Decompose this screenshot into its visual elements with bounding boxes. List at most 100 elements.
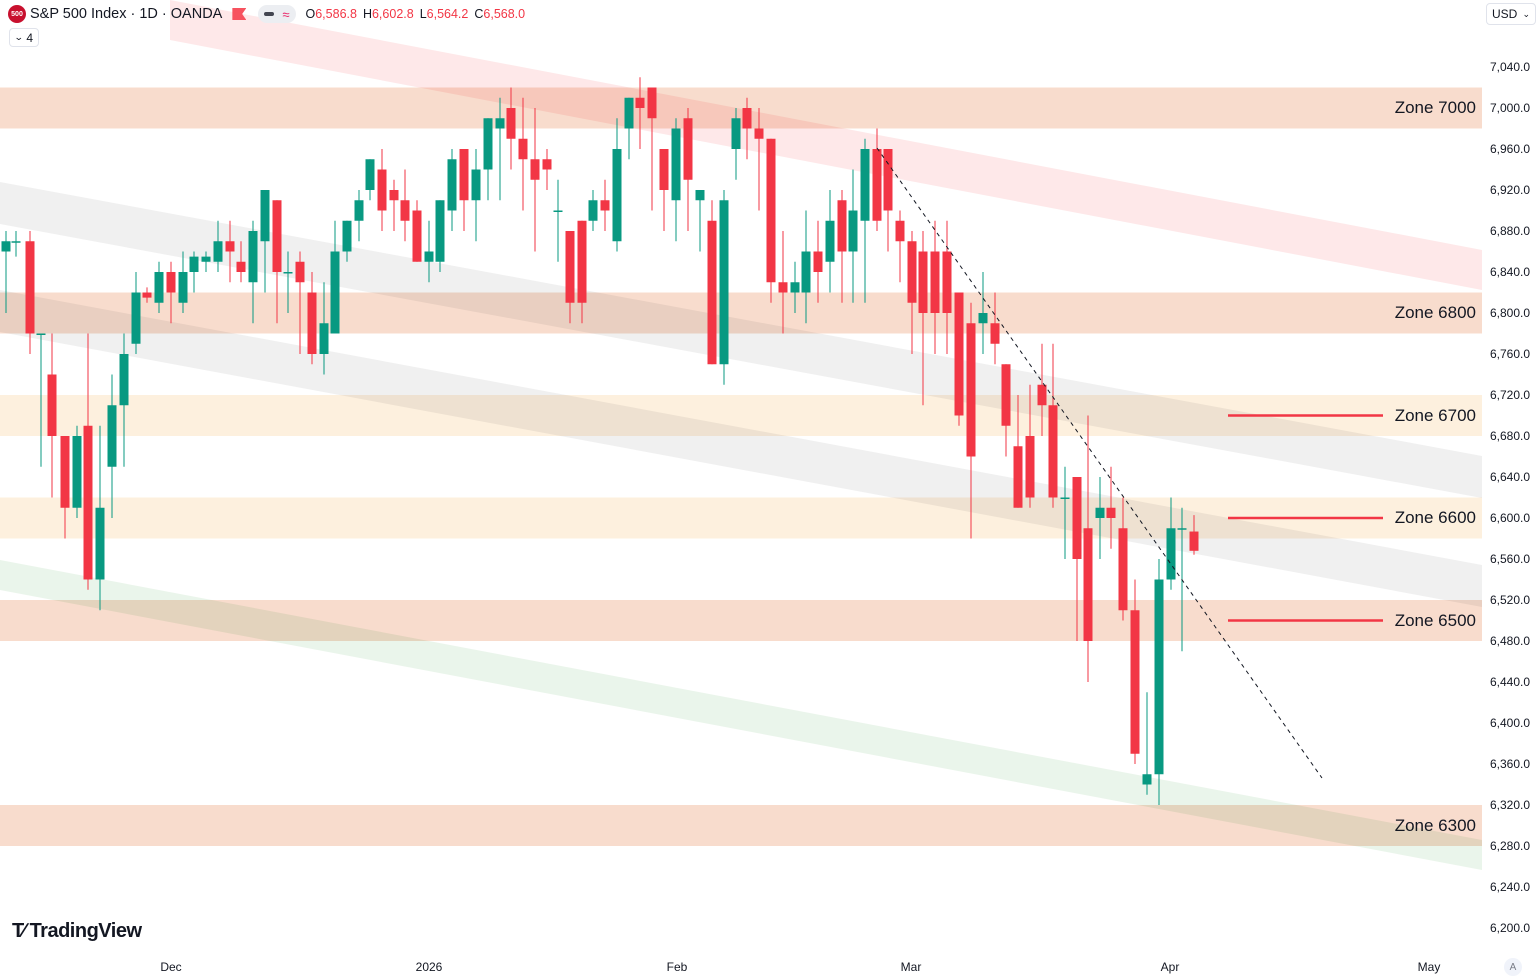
chart-legend: 500 S&P 500 Index · 1D · OANDA ≈ O6,586.… <box>8 4 525 24</box>
candle-body <box>624 97 634 129</box>
candle-body <box>142 292 152 298</box>
candle-body <box>872 149 882 221</box>
candle-body <box>918 251 928 313</box>
candle-body <box>272 200 282 272</box>
candle-body <box>766 138 776 283</box>
time-tick: Feb <box>666 960 688 974</box>
candle-body <box>954 292 964 416</box>
candle-body <box>801 251 811 293</box>
candle-body <box>1166 528 1176 580</box>
tradingview-logo[interactable]: T∕ TradingView <box>12 920 142 943</box>
candle-body <box>295 261 305 283</box>
price-tick: 7,040.0 <box>1490 60 1531 74</box>
candle-body <box>635 97 645 108</box>
price-tick: 6,480.0 <box>1490 634 1531 648</box>
candle-body <box>25 241 35 334</box>
high-value: 6,602.8 <box>371 7 414 21</box>
candle-body <box>695 190 705 201</box>
candle-body <box>1025 436 1035 498</box>
candle-body <box>612 149 622 242</box>
candle-body <box>178 272 188 303</box>
price-tick: 6,760.0 <box>1490 347 1531 361</box>
candle-body <box>330 251 340 334</box>
candle-body <box>1177 528 1187 530</box>
candle-body <box>95 507 105 580</box>
chart-canvas[interactable] <box>0 0 1482 950</box>
candle-body <box>400 200 410 221</box>
candle-body <box>483 118 493 170</box>
dashed-trendline <box>876 147 1323 779</box>
candle-body <box>72 436 82 508</box>
price-tick: 6,920.0 <box>1490 183 1531 197</box>
candle-body <box>978 313 988 324</box>
candle-body <box>1037 384 1047 406</box>
candle-body <box>731 118 741 149</box>
symbol-badge[interactable]: 500 <box>8 5 26 23</box>
candle-body <box>1118 528 1128 611</box>
candle-body <box>154 272 164 303</box>
flag-icon[interactable] <box>232 8 247 20</box>
candle-body <box>1048 405 1058 498</box>
price-tick: 6,440.0 <box>1490 675 1531 689</box>
price-tick: 6,320.0 <box>1490 798 1531 812</box>
candle-body <box>542 159 552 170</box>
grey-channel-upper <box>0 182 1482 498</box>
candle-body <box>895 220 905 242</box>
time-axis[interactable]: Dec 2026 Feb Mar Apr May <box>0 950 1482 978</box>
candle-body <box>860 149 870 221</box>
candle-body <box>319 323 329 354</box>
open-key: O <box>305 7 316 21</box>
candle-body <box>342 220 352 252</box>
candle-body <box>377 169 387 211</box>
indicator-count: 4 <box>26 30 34 45</box>
currency-select[interactable]: USD ⌄ <box>1486 3 1536 25</box>
candle-body <box>307 292 317 354</box>
price-tick: 6,200.0 <box>1490 921 1531 935</box>
candle-body <box>283 272 293 274</box>
candle-body <box>1 241 11 252</box>
price-tick: 6,880.0 <box>1490 224 1531 238</box>
price-axis[interactable]: 7,040.0 7,000.0 6,960.0 6,920.0 6,880.0 6,840… <box>1482 0 1540 950</box>
candle-body <box>83 425 93 580</box>
auto-scale-button[interactable]: A <box>1504 958 1522 976</box>
candle-body <box>518 138 528 160</box>
low-value: 6,564.2 <box>426 7 469 21</box>
visibility-toggle[interactable]: ≈ <box>258 5 296 23</box>
candle-body <box>754 128 764 139</box>
candle-body <box>553 210 563 212</box>
candle-body <box>365 159 375 190</box>
candle-body <box>588 200 598 221</box>
candle-body <box>1083 528 1093 641</box>
price-tick: 6,680.0 <box>1490 429 1531 443</box>
candle-body <box>107 405 117 467</box>
candle-body <box>1142 774 1152 785</box>
candle-body <box>412 210 422 262</box>
candle-body <box>471 169 481 201</box>
currency-label: USD <box>1492 7 1518 21</box>
zone-label: Zone 6700 <box>1394 405 1476 425</box>
price-tick: 6,840.0 <box>1490 265 1531 279</box>
candle-body <box>495 118 505 129</box>
minus-icon[interactable] <box>264 12 275 16</box>
candle-body <box>942 251 952 313</box>
candle-body <box>577 220 587 303</box>
candle-body <box>36 333 46 335</box>
candle-body <box>1095 507 1105 518</box>
candle-body <box>236 261 246 272</box>
candle-body <box>990 323 1000 344</box>
candle-body <box>213 241 223 262</box>
candle-body <box>966 323 976 457</box>
candle-body <box>683 118 693 180</box>
candle-body <box>600 200 610 211</box>
approx-icon[interactable]: ≈ <box>282 6 290 22</box>
symbol-title[interactable]: S&P 500 Index · 1D · OANDA <box>30 6 223 22</box>
candle-body <box>1001 364 1011 426</box>
close-key: C <box>474 7 484 21</box>
indicators-collapse-button[interactable]: ⌄ 4 <box>9 28 39 47</box>
candle-body <box>506 108 516 139</box>
candle-body <box>659 149 669 190</box>
time-tick: Apr <box>1160 960 1180 974</box>
time-tick: 2026 <box>415 960 443 974</box>
price-tick: 6,520.0 <box>1490 593 1531 607</box>
tradingview-wordmark: TradingView <box>29 920 142 942</box>
